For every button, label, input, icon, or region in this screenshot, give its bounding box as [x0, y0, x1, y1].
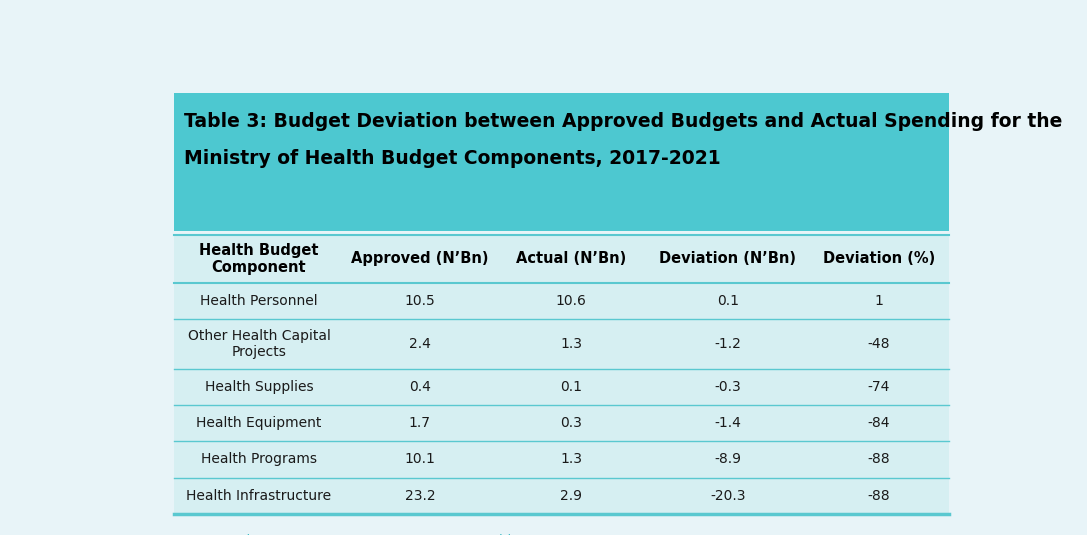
Text: -88: -88 [867, 488, 890, 503]
Text: Health Budget
Component: Health Budget Component [199, 243, 318, 275]
Text: -74: -74 [867, 380, 890, 394]
Text: Other Health Capital
Projects: Other Health Capital Projects [188, 328, 330, 359]
FancyBboxPatch shape [174, 319, 949, 369]
Text: 0.1: 0.1 [717, 294, 739, 308]
Text: Table 3: Budget Deviation between Approved Budgets and Actual Spending for the: Table 3: Budget Deviation between Approv… [184, 112, 1062, 131]
Text: Deviation (%): Deviation (%) [823, 251, 935, 266]
Text: 1.3: 1.3 [560, 337, 582, 351]
Text: Source:  Niger State Open Government Partnership: Source: Niger State Open Government Part… [178, 534, 520, 535]
Text: -88: -88 [867, 453, 890, 467]
Text: 2.9: 2.9 [560, 488, 582, 503]
FancyBboxPatch shape [174, 369, 949, 405]
Text: Health Equipment: Health Equipment [197, 416, 322, 430]
Text: Health Supplies: Health Supplies [204, 380, 313, 394]
Text: -84: -84 [867, 416, 890, 430]
Text: 2.4: 2.4 [409, 337, 430, 351]
Text: Approved (N’Bn): Approved (N’Bn) [351, 251, 488, 266]
Text: Actual (N’Bn): Actual (N’Bn) [516, 251, 626, 266]
Text: Deviation (N’Bn): Deviation (N’Bn) [660, 251, 797, 266]
Text: Health Personnel: Health Personnel [200, 294, 317, 308]
Text: -8.9: -8.9 [714, 453, 741, 467]
Text: 0.4: 0.4 [409, 380, 430, 394]
Text: 10.5: 10.5 [404, 294, 435, 308]
FancyBboxPatch shape [174, 478, 949, 514]
Text: -1.2: -1.2 [714, 337, 741, 351]
FancyBboxPatch shape [174, 282, 949, 319]
FancyBboxPatch shape [174, 235, 949, 282]
Text: 1.7: 1.7 [409, 416, 430, 430]
Text: 0.1: 0.1 [560, 380, 582, 394]
FancyBboxPatch shape [174, 405, 949, 441]
Text: 23.2: 23.2 [404, 488, 435, 503]
FancyBboxPatch shape [174, 93, 949, 231]
Text: -20.3: -20.3 [710, 488, 746, 503]
Text: -1.4: -1.4 [714, 416, 741, 430]
Text: 1.3: 1.3 [560, 453, 582, 467]
Text: -0.3: -0.3 [714, 380, 741, 394]
Text: 0.3: 0.3 [560, 416, 582, 430]
Text: Ministry of Health Budget Components, 2017-2021: Ministry of Health Budget Components, 20… [184, 149, 721, 167]
Text: 10.6: 10.6 [555, 294, 586, 308]
Text: 1: 1 [875, 294, 884, 308]
Text: -48: -48 [867, 337, 890, 351]
FancyBboxPatch shape [174, 441, 949, 478]
Text: Health Infrastructure: Health Infrastructure [187, 488, 332, 503]
FancyBboxPatch shape [174, 235, 949, 514]
Text: Health Programs: Health Programs [201, 453, 317, 467]
Text: 10.1: 10.1 [404, 453, 435, 467]
